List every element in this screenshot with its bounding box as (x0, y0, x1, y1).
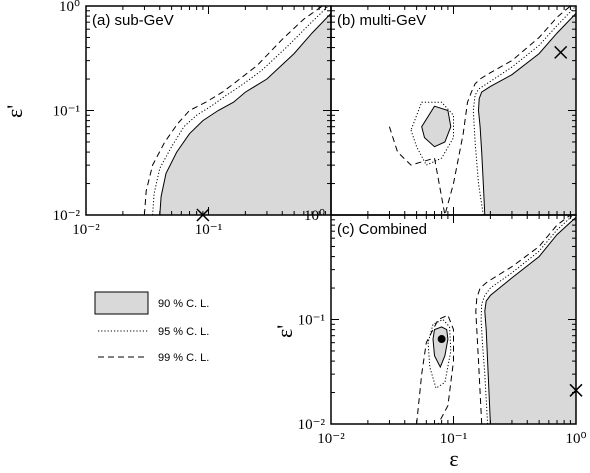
panel-a-ytick-label-0: 10⁻² (53, 208, 81, 224)
panel-a-ticks (85, 6, 331, 216)
panel-c-contour-0-cl90 (484, 215, 576, 424)
panel-b-contour-0-cl90 (477, 6, 576, 215)
legend-label-90: 90 % C. L. (158, 298, 209, 310)
legend-label-99: 99 % C. L. (158, 352, 209, 364)
panel-c-ticks (330, 215, 576, 425)
panel-b-contour-3-cl95 (410, 101, 454, 166)
panel-c-ytick-label-2: 10⁰ (304, 208, 325, 224)
panel-b-best-fit-cross-0 (554, 45, 568, 59)
panel-a-contour-0-cl90 (159, 6, 331, 215)
panel-c: 10⁻² 10⁻¹ 10⁰ 10⁻² 10⁻¹ 10⁰ (c) Combined (298, 208, 587, 447)
panel-a-contour-1-cl95 (152, 6, 329, 215)
panel-c-plot-area (416, 215, 576, 424)
panel-a-contour-2-cl99 (143, 6, 323, 215)
panel-b-contour-1-cl90 (421, 105, 452, 148)
panel-b-contour-4-cl99 (388, 6, 571, 215)
panel-a: 10⁻² 10⁻¹ 10⁰ 10⁻² 10⁻¹ (a) sub-GeV (53, 0, 332, 238)
panel-c-best-fit-dot (437, 335, 446, 344)
panel-c-xtick-label-1: 10⁻¹ (440, 431, 467, 447)
panel-b-plot-area (388, 6, 576, 215)
panel-c-label: (c) Combined (337, 221, 427, 238)
panel-a-ytick-label-2: 10⁰ (59, 0, 80, 15)
panel-a-xtick-label-1: 10⁻¹ (195, 222, 222, 238)
panel-c-contour-5-cl99 (416, 314, 454, 424)
panel-b: (b) multi-GeV (330, 5, 577, 216)
panel-c-xtick-label-0: 10⁻² (317, 431, 345, 447)
panel-a-ytick-label-1: 10⁻¹ (53, 104, 80, 120)
panel-a-plot-area (143, 6, 331, 215)
panel-c-contour-1-cl90 (432, 326, 449, 369)
panel-a-label: (a) sub-GeV (92, 12, 174, 29)
panel-c-contour-4-cl99 (475, 215, 571, 424)
panel-c-contour-2-cl95 (480, 215, 574, 424)
legend-label-95: 95 % C. L. (158, 326, 209, 338)
panel-a-ylabel: ε' (2, 105, 27, 118)
panel-c-xtick-label-2: 10⁰ (565, 431, 586, 447)
panel-c-ytick-label-1: 10⁻¹ (298, 313, 325, 329)
legend-swatch-filled (94, 291, 149, 315)
panel-c-ylabel: ε' (272, 325, 297, 338)
panel-b-label: (b) multi-GeV (337, 12, 426, 29)
panel-c-xlabel: ε (449, 446, 458, 471)
panel-a-xtick-label-0: 10⁻² (72, 222, 100, 238)
panels-group: 10⁻² 10⁻¹ 10⁰ 10⁻² 10⁻¹ (a) sub-GeV (b) multi-… (53, 0, 587, 447)
panel-c-ytick-label-0: 10⁻² (298, 417, 326, 433)
legend: 90 % C. L. 95 % C. L. 99 % C. L. (94, 291, 209, 364)
